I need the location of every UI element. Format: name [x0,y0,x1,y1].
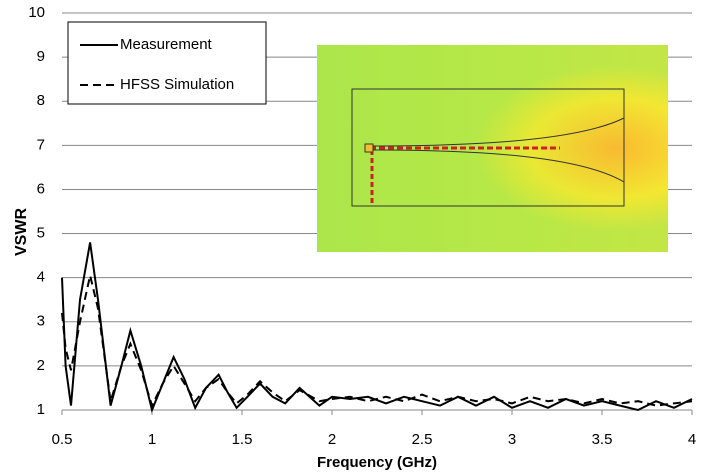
y-tick-label: 2 [37,357,45,374]
x-tick-label: 1.5 [232,431,253,448]
x-tick-label: 3.5 [592,431,613,448]
y-axis-title: VSWR [13,208,30,256]
x-tick-label: 0.5 [52,431,73,448]
y-tick-label: 1 [37,401,45,418]
y-tick-label: 7 [37,136,45,153]
inset-image [317,45,668,252]
x-tick-label: 3 [508,431,516,448]
legend-label: Measurement [120,36,213,53]
x-tick-label: 1 [148,431,156,448]
y-tick-label: 9 [37,48,45,65]
y-tick-label: 3 [37,313,45,330]
y-tick-label: 10 [28,4,45,21]
x-tick-label: 2.5 [412,431,433,448]
x-tick-label: 4 [688,431,696,448]
legend-box [67,21,267,105]
series-line [61,275,693,409]
x-axis-title: Frequency (GHz) [317,454,437,471]
y-tick-label: 8 [37,92,45,109]
y-tick-label: 6 [37,180,45,197]
x-tick-label: 2 [328,431,336,448]
y-tick-label: 5 [37,225,45,242]
series-line [61,242,693,414]
y-tick-label: 4 [37,269,45,286]
legend-label: HFSS Simulation [120,76,234,93]
